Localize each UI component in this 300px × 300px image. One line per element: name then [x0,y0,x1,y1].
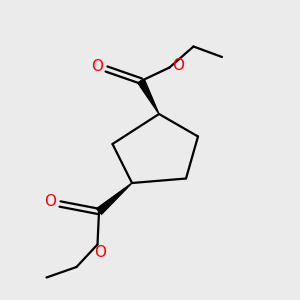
Text: O: O [91,59,103,74]
Polygon shape [138,79,159,114]
Text: O: O [172,58,184,74]
Text: O: O [94,245,106,260]
Polygon shape [97,183,132,214]
Text: O: O [44,194,56,209]
